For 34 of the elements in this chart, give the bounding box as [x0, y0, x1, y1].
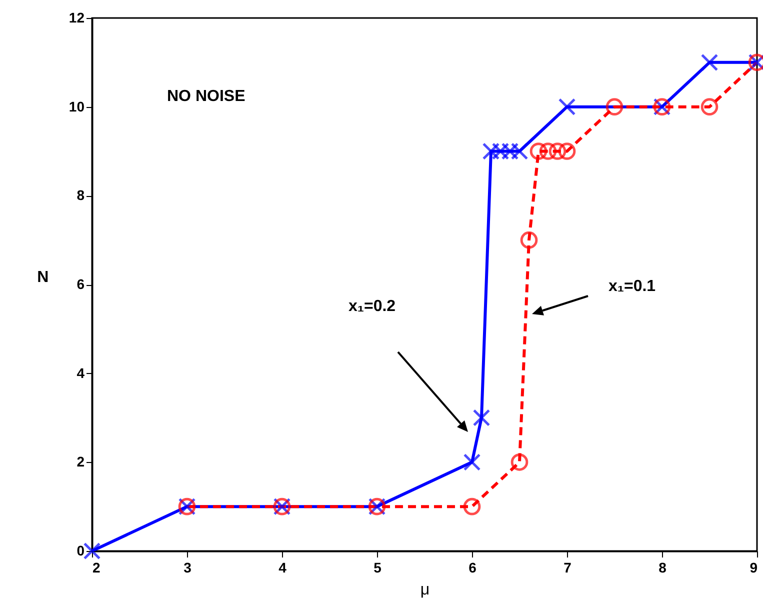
y-tick-label: 0 — [76, 542, 85, 558]
point — [510, 454, 528, 471]
point — [558, 98, 576, 116]
point — [539, 142, 557, 160]
x-axis-title: μ — [420, 582, 430, 598]
point — [463, 454, 481, 471]
x-tick-label: 4 — [278, 560, 287, 576]
y-tick-label: 4 — [76, 364, 85, 381]
x-tick-label: 9 — [750, 560, 758, 576]
point — [463, 498, 481, 516]
annotation: NO NOISE — [167, 88, 246, 105]
point — [520, 231, 538, 249]
y-tick-label: 6 — [76, 276, 85, 292]
point — [472, 409, 490, 426]
y-axis-title: N — [37, 269, 49, 286]
x-tick-label: 8 — [658, 560, 667, 576]
x-tick-label: 3 — [184, 560, 192, 576]
point — [83, 542, 101, 560]
y-tick-label: 8 — [76, 187, 85, 204]
x-tick-label: 5 — [374, 560, 382, 576]
point — [700, 98, 718, 116]
y-tick-label: 2 — [76, 454, 85, 470]
annotation: x₁=0.1 — [608, 278, 656, 295]
point — [606, 98, 624, 116]
point — [548, 142, 566, 160]
y-tick-label: 12 — [68, 10, 85, 26]
point — [530, 142, 548, 160]
x-tick-label: 6 — [468, 560, 477, 576]
annotation: x₁=0.2 — [348, 298, 396, 315]
x-tick-label: 2 — [92, 560, 100, 576]
point — [558, 142, 576, 160]
x-tick-label: 7 — [564, 560, 572, 576]
point — [700, 54, 718, 72]
y-tick-label: 10 — [68, 98, 85, 114]
